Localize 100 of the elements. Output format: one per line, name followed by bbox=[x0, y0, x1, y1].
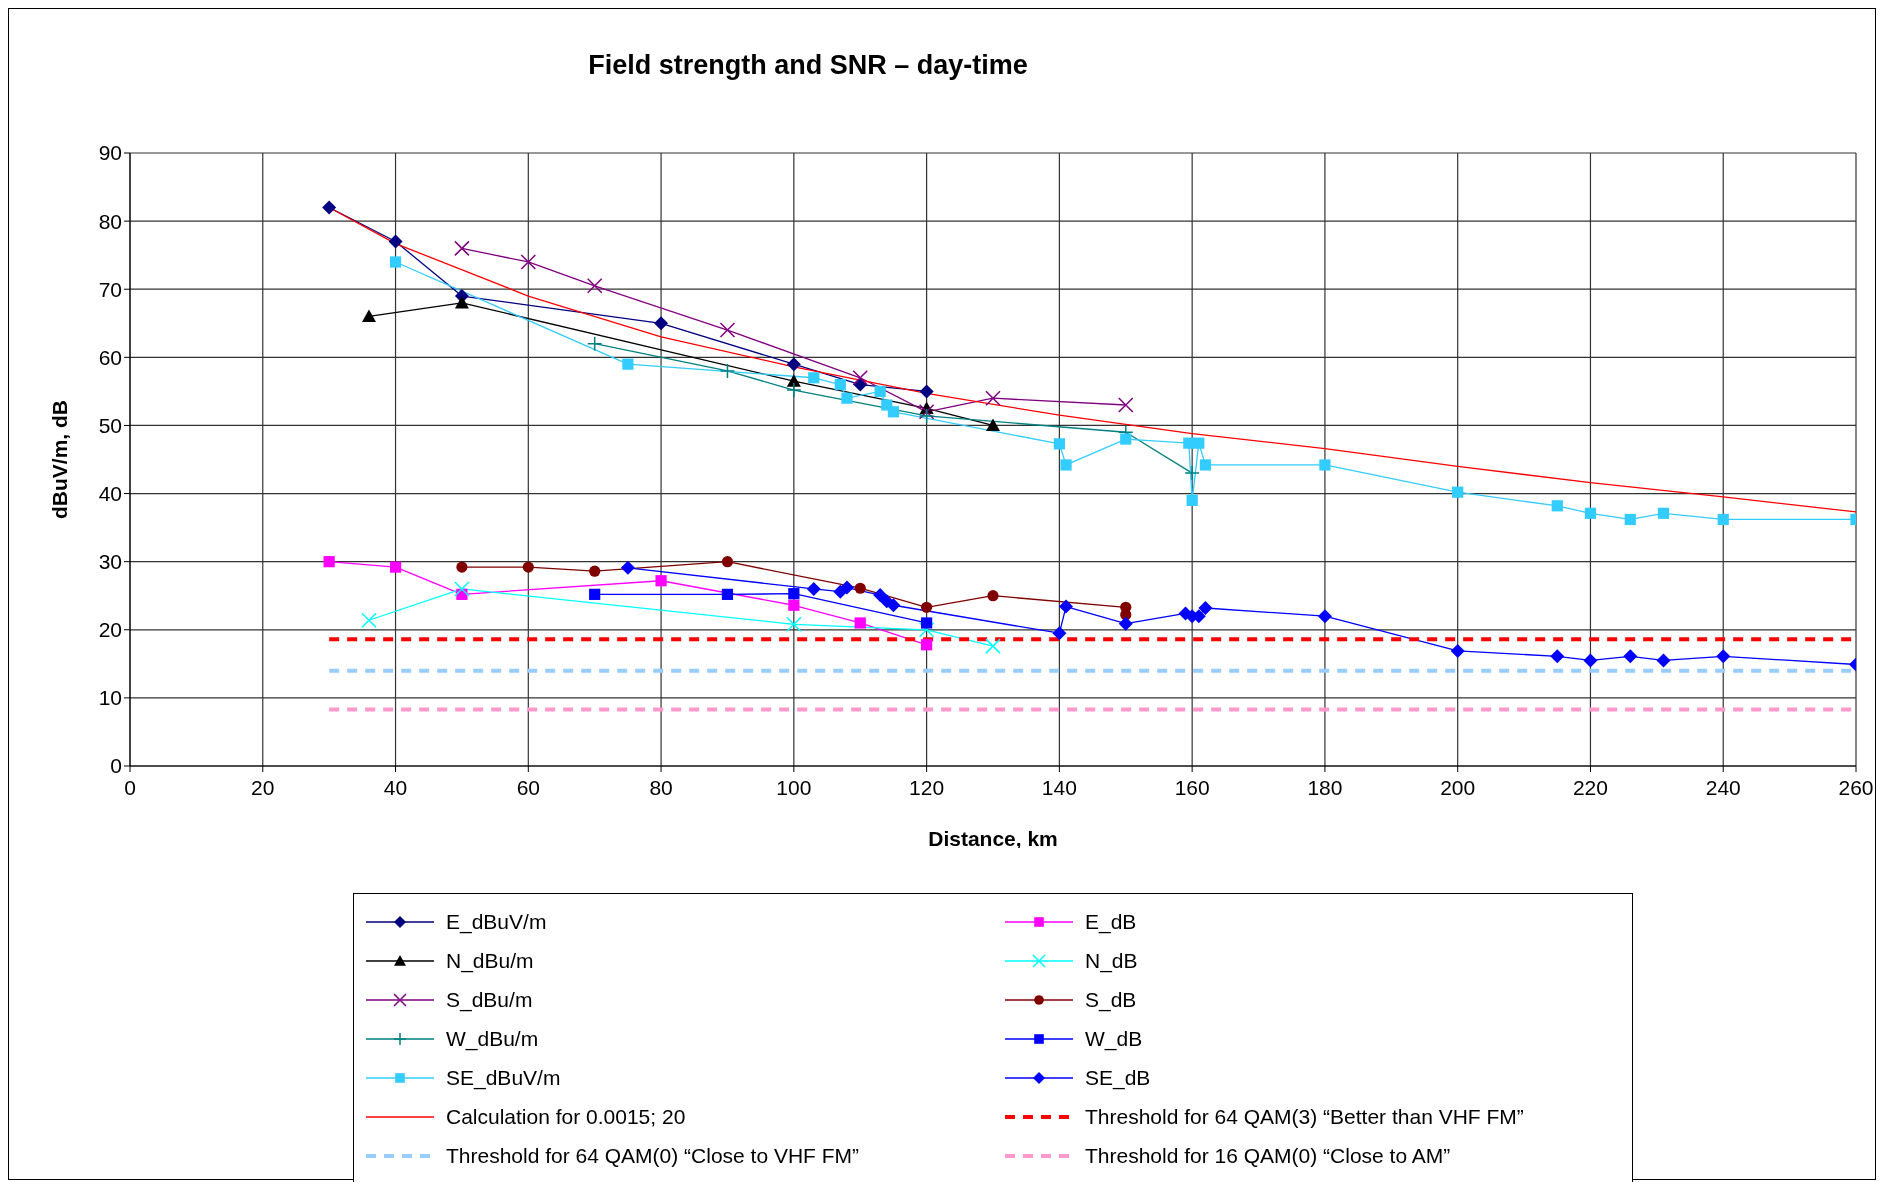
point bbox=[1193, 437, 1205, 449]
x-tick-label: 140 bbox=[1041, 775, 1077, 799]
point bbox=[887, 406, 900, 418]
x-tick-label: 60 bbox=[516, 775, 540, 799]
legend-label: N_dB bbox=[1085, 948, 1138, 973]
point bbox=[921, 617, 933, 629]
point bbox=[1584, 507, 1597, 519]
legend-label: S_dBu/m bbox=[446, 987, 533, 1012]
y-tick-label: 40 bbox=[98, 482, 122, 506]
point bbox=[786, 382, 802, 398]
point bbox=[522, 561, 534, 573]
point bbox=[1450, 643, 1465, 658]
point bbox=[921, 639, 933, 651]
point bbox=[1199, 459, 1212, 471]
point bbox=[520, 254, 537, 270]
point bbox=[1184, 465, 1200, 481]
point bbox=[1317, 609, 1332, 624]
y-tick-label: 50 bbox=[98, 413, 122, 437]
y-tick-label: 60 bbox=[98, 345, 122, 369]
point bbox=[786, 616, 802, 633]
point bbox=[1118, 397, 1134, 413]
point bbox=[788, 588, 800, 600]
y-tick-label: 70 bbox=[98, 277, 122, 301]
legend-label: Threshold for 64 QAM(3) “Better than VHF FM” bbox=[1085, 1104, 1524, 1129]
point bbox=[721, 588, 734, 600]
point bbox=[1550, 649, 1565, 664]
point bbox=[454, 581, 470, 597]
point bbox=[589, 565, 601, 577]
y-tick-label: 80 bbox=[98, 209, 122, 233]
legend-label: Threshold for 16 QAM(0) “Close to AM” bbox=[1085, 1143, 1451, 1168]
point bbox=[852, 370, 868, 386]
legend-label: SE_dB bbox=[1085, 1065, 1151, 1090]
point bbox=[918, 404, 935, 420]
x-tick-label: 180 bbox=[1307, 775, 1343, 799]
point bbox=[620, 560, 635, 575]
point bbox=[388, 234, 403, 249]
point bbox=[1583, 653, 1598, 668]
point bbox=[389, 256, 402, 268]
point bbox=[1551, 500, 1563, 512]
point bbox=[721, 556, 734, 568]
point bbox=[1052, 626, 1067, 641]
x-tick-label: 100 bbox=[776, 775, 812, 799]
y-tick-label: 30 bbox=[98, 550, 122, 574]
point bbox=[1716, 649, 1731, 664]
point bbox=[622, 358, 634, 370]
point bbox=[1717, 513, 1729, 526]
point bbox=[786, 374, 801, 387]
point bbox=[1059, 599, 1074, 614]
point bbox=[361, 309, 376, 323]
y-axis-title: dBuV/m, dB bbox=[48, 400, 72, 519]
point bbox=[987, 590, 999, 602]
point bbox=[834, 378, 846, 391]
point bbox=[654, 316, 669, 331]
point bbox=[1118, 616, 1133, 631]
point bbox=[786, 357, 801, 372]
point bbox=[1198, 600, 1213, 615]
point bbox=[839, 580, 854, 595]
legend-label: S_dB bbox=[1085, 987, 1137, 1012]
point bbox=[985, 638, 1001, 654]
point bbox=[1657, 507, 1670, 519]
point bbox=[918, 408, 935, 424]
legend-label: W_dBu/m bbox=[446, 1026, 539, 1051]
point bbox=[586, 335, 603, 352]
point bbox=[854, 617, 866, 629]
point bbox=[719, 322, 736, 338]
point bbox=[323, 556, 335, 568]
point bbox=[1656, 653, 1671, 668]
y-tick-label: 0 bbox=[110, 754, 122, 778]
point bbox=[655, 575, 667, 587]
legend-label: SE_dBuV/m bbox=[446, 1065, 561, 1090]
point bbox=[854, 582, 866, 594]
x-tick-label: 220 bbox=[1572, 775, 1608, 799]
legend-label: N_dBu/m bbox=[446, 948, 534, 973]
x-tick-label: 40 bbox=[383, 775, 408, 799]
x-tick-label: 20 bbox=[251, 775, 275, 799]
point bbox=[919, 384, 934, 399]
y-tick-label: 90 bbox=[98, 141, 122, 165]
point bbox=[1624, 513, 1636, 526]
point bbox=[841, 392, 853, 404]
x-tick-label: 160 bbox=[1174, 775, 1210, 799]
point bbox=[806, 581, 821, 596]
point bbox=[456, 561, 468, 573]
point bbox=[985, 390, 1001, 406]
y-tick-label: 10 bbox=[98, 686, 122, 710]
point bbox=[886, 598, 901, 613]
point bbox=[1120, 433, 1132, 445]
legend-label: Threshold for 64 QAM(0) “Close to VHF FM” bbox=[446, 1143, 860, 1168]
chart-title: Field strength and SNR – day-time bbox=[587, 50, 1029, 81]
point bbox=[589, 588, 601, 600]
point bbox=[1623, 649, 1638, 664]
point bbox=[586, 278, 603, 294]
point bbox=[921, 601, 933, 613]
point bbox=[1060, 459, 1072, 471]
point bbox=[918, 622, 935, 638]
x-tick-label: 200 bbox=[1440, 775, 1476, 799]
point bbox=[361, 612, 377, 628]
point bbox=[808, 372, 820, 384]
x-tick-label: 260 bbox=[1838, 775, 1874, 799]
legend-label: E_dB bbox=[1085, 909, 1137, 934]
x-tick-label: 240 bbox=[1705, 775, 1741, 799]
